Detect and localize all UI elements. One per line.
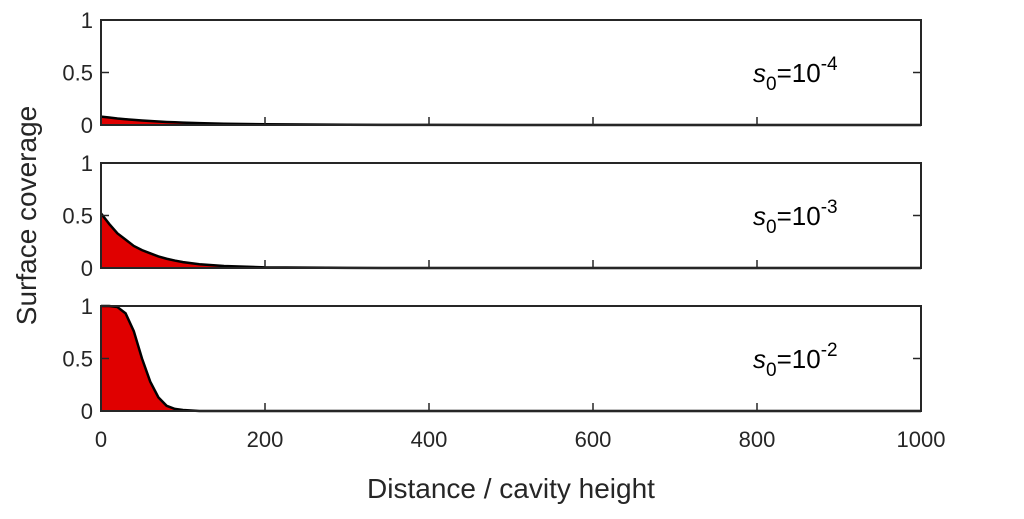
x-tick-label: 1000 xyxy=(897,427,946,452)
y-tick-label: 0.5 xyxy=(62,204,93,229)
y-axis-label: Surface coverage xyxy=(11,106,42,325)
x-tick-label: 400 xyxy=(411,427,448,452)
annotation-symbol: s xyxy=(753,58,766,88)
y-tick-label: 0 xyxy=(81,399,93,424)
line xyxy=(100,115,921,127)
annotation-base: =10 xyxy=(777,58,821,88)
y-tick-label: 1 xyxy=(81,294,93,319)
x-tick-label: 0 xyxy=(95,427,107,452)
annotation-subscript: 0 xyxy=(766,74,777,95)
y-tick-label: 0 xyxy=(81,113,93,138)
annotation-exponent: -4 xyxy=(821,54,838,75)
annotation-exponent: -2 xyxy=(821,340,838,361)
annotation: s0=10-2 xyxy=(753,340,838,381)
annotation: s0=10-4 xyxy=(753,54,838,95)
x-axis-label: Distance / cavity height xyxy=(367,473,655,504)
x-tick-label: 600 xyxy=(575,427,612,452)
y-tick-label: 1 xyxy=(81,8,93,33)
y-tick-label: 0 xyxy=(81,256,93,281)
annotation-base: =10 xyxy=(777,344,821,374)
annotation-subscript: 0 xyxy=(766,360,777,381)
y-tick-label: 1 xyxy=(81,151,93,176)
annotation-subscript: 0 xyxy=(766,217,777,238)
y-tick-label: 0.5 xyxy=(62,347,93,372)
y-tick-label: 0.5 xyxy=(62,61,93,86)
annotation-symbol: s xyxy=(753,344,766,374)
annotation-base: =10 xyxy=(777,201,821,231)
annotation-exponent: -3 xyxy=(821,197,838,218)
annotation: s0=10-3 xyxy=(753,197,838,238)
annotation-symbol: s xyxy=(753,201,766,231)
x-tick-label: 800 xyxy=(739,427,776,452)
x-tick-label: 200 xyxy=(247,427,284,452)
